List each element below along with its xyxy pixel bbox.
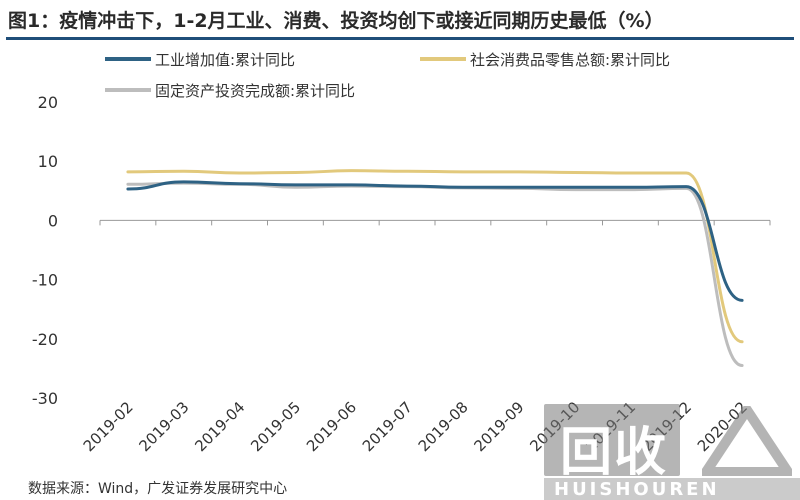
y-tick-label: -10 <box>32 271 58 290</box>
x-tick-label: 2019-07 <box>359 398 416 455</box>
watermark-logo-box: 回收 <box>544 404 680 483</box>
series-lines <box>126 169 744 367</box>
legend-label: 社会消费品零售总额:累计同比 <box>470 51 670 69</box>
series-line-1 <box>126 169 744 344</box>
series-line-0 <box>126 180 744 302</box>
watermark: 回收 HUISHOUREN <box>540 404 800 500</box>
watermark-triangle-icon <box>702 406 792 476</box>
y-axis: 20 10 0 -10 -20 -30 <box>32 93 58 408</box>
watermark-text-box: HUISHOUREN <box>544 478 800 500</box>
x-tick-label: 2019-08 <box>415 398 472 455</box>
x-tick-label: 2019-03 <box>136 398 193 455</box>
legend-label: 工业增加值:累计同比 <box>155 51 295 69</box>
title-bar: 图1：疫情冲击下，1-2月工业、消费、投资均创下或接近同期历史最低（%） <box>0 0 800 40</box>
x-tick-label: 2019-04 <box>191 398 248 455</box>
y-tick-label: 20 <box>38 93 58 112</box>
y-tick-label: 10 <box>38 152 58 171</box>
chart-title: 图1：疫情冲击下，1-2月工业、消费、投资均创下或接近同期历史最低（%） <box>8 10 664 32</box>
source-note: 数据来源：Wind，广发证券发展研究中心 <box>28 481 288 497</box>
x-tick-label: 2019-02 <box>80 398 137 455</box>
watermark-text: HUISHOUREN <box>554 479 720 500</box>
x-tick-label: 2019-09 <box>471 398 528 455</box>
zero-axis <box>99 219 771 226</box>
legend-label: 固定资产投资完成额:累计同比 <box>155 82 355 100</box>
x-tick-label: 2019-05 <box>247 398 304 455</box>
watermark-logo: 回收 <box>560 423 669 483</box>
y-tick-label: -30 <box>32 389 58 408</box>
y-tick-label: -20 <box>32 330 58 349</box>
series-line-2 <box>126 181 744 367</box>
y-tick-label: 0 <box>48 211 58 230</box>
title-rule <box>6 37 794 40</box>
x-tick-label: 2019-06 <box>303 398 360 455</box>
